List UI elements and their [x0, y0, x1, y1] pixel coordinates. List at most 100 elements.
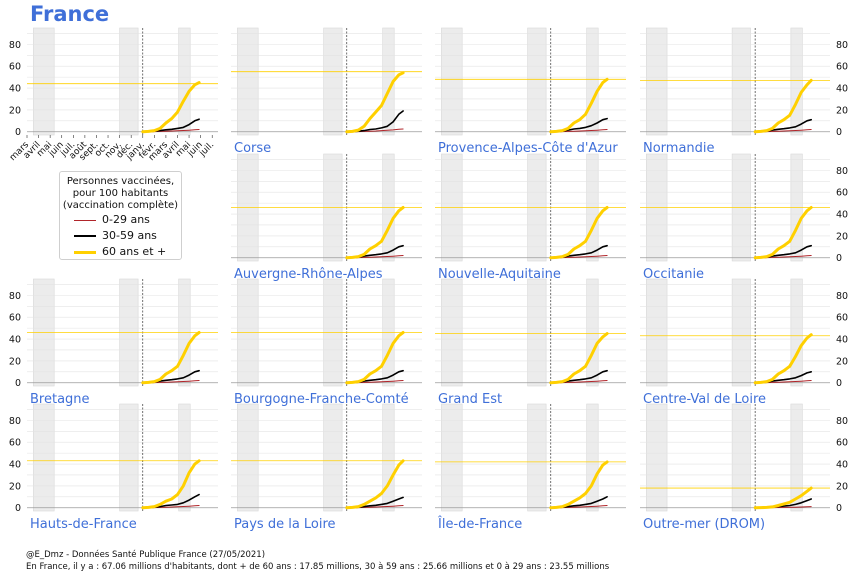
lockdown-band: [586, 27, 599, 136]
y-tick-label: 20: [9, 481, 21, 492]
region-label: Bourgogne-Franche-Comté: [234, 392, 409, 407]
legend-title: Personnes vaccinées, pour 100 habitants …: [60, 176, 181, 212]
region-label: Occitanie: [643, 267, 704, 282]
y-tick-label: 60: [9, 313, 21, 324]
legend-item-30-59: 30-59 ans: [60, 228, 181, 244]
y-tick-label: 60: [836, 313, 848, 324]
panel-5: Nouvelle-Aquitaine: [435, 153, 626, 282]
lockdown-band: [441, 278, 463, 387]
lockdown-band: [33, 403, 55, 512]
y-tick-label: 80: [836, 416, 848, 427]
lockdown-band: [790, 278, 803, 387]
lockdown-band: [441, 403, 463, 512]
legend-item-60-plus: 60 ans et +: [60, 244, 181, 260]
series-60-plus: [345, 459, 405, 510]
lockdown-band: [323, 27, 343, 136]
lockdown-band: [119, 27, 139, 136]
lockdown-band: [586, 278, 599, 387]
legend-line-60-plus: [74, 251, 96, 254]
series-60-plus: [141, 81, 201, 134]
lockdown-band: [441, 27, 463, 136]
y-tick-label: 80: [836, 40, 848, 51]
panel-14: 0 20 40 60 80 Outre-mer (DROM): [640, 403, 848, 532]
region-label: Provence-Alpes-Côte d'Azur: [438, 141, 618, 156]
region-label: Hauts-de-France: [30, 517, 137, 532]
panel-12: Pays de la Loire: [231, 403, 422, 532]
legend-title-line: (vaccination complète): [62, 200, 179, 211]
lockdown-band: [237, 403, 259, 512]
y-tick-label: 80: [9, 40, 21, 51]
lockdown-band: [178, 27, 191, 136]
y-tick-label: 20: [836, 481, 848, 492]
y-tick-label: 80: [9, 416, 21, 427]
panel-1: Corse: [231, 27, 422, 156]
region-label: Normandie: [643, 141, 715, 156]
series-60-plus: [549, 206, 609, 260]
region-label: Nouvelle-Aquitaine: [438, 267, 561, 282]
lockdown-band: [527, 278, 547, 387]
lockdown-band: [119, 403, 139, 512]
region-label: Grand Est: [438, 392, 502, 407]
y-tick-label: 0: [836, 253, 842, 264]
series-60-plus: [345, 71, 405, 134]
lockdown-band: [527, 403, 547, 512]
series-60-plus: [753, 206, 813, 260]
y-tick-label: 60: [836, 62, 848, 73]
region-label: Bretagne: [30, 392, 90, 407]
lockdown-band: [790, 403, 803, 512]
panel-7: 0 20 40 60 80 Bretagne: [9, 278, 218, 407]
lockdown-band: [790, 27, 803, 136]
y-tick-label: 80: [836, 291, 848, 302]
y-tick-label: 20: [9, 105, 21, 116]
y-tick-label: 20: [836, 105, 848, 116]
panel-2: Provence-Alpes-Côte d'Azur: [435, 27, 626, 156]
chart-legend: Personnes vaccinées, pour 100 habitants …: [59, 171, 182, 260]
legend-label: 0-29 ans: [102, 213, 150, 226]
region-label: Corse: [234, 141, 271, 156]
lockdown-band: [323, 403, 343, 512]
lockdown-band: [586, 403, 599, 512]
footer-credit: @E_Dmz - Données Santé Publique France (…: [26, 550, 266, 560]
series-60-plus: [345, 331, 405, 385]
panel-3: 0 20 40 60 80 Normandie: [640, 27, 848, 156]
y-tick-label: 60: [9, 62, 21, 73]
y-tick-label: 40: [836, 460, 848, 471]
y-tick-label: 20: [836, 231, 848, 242]
lockdown-band: [646, 278, 668, 387]
lockdown-band: [731, 403, 751, 512]
series-60-plus: [141, 459, 201, 510]
lockdown-band: [237, 27, 259, 136]
legend-title-line: Personnes vaccinées,: [66, 176, 175, 187]
lockdown-band: [646, 27, 668, 136]
y-tick-label: 0: [836, 378, 842, 389]
lockdown-band: [731, 278, 751, 387]
lockdown-band: [646, 403, 668, 512]
footer-population: En France, il y a : 67.06 millions d'hab…: [26, 562, 610, 572]
y-tick-label: 40: [9, 84, 21, 95]
y-tick-label: 20: [9, 356, 21, 367]
region-label: Outre-mer (DROM): [643, 517, 765, 532]
panel-13: Île-de-France: [435, 403, 626, 532]
lockdown-band: [33, 27, 55, 136]
lockdown-band: [178, 403, 191, 512]
panel-4: Auvergne-Rhône-Alpes: [231, 153, 422, 282]
series-60-plus: [753, 333, 813, 385]
legend-title-line: pour 100 habitants: [72, 188, 169, 199]
y-tick-label: 40: [836, 84, 848, 95]
panel-9: Grand Est: [435, 278, 626, 407]
y-tick-label: 80: [9, 291, 21, 302]
y-tick-label: 40: [9, 335, 21, 346]
y-tick-label: 40: [836, 335, 848, 346]
panel-10: 0 20 40 60 80 Centre-Val de Loire: [640, 278, 848, 407]
series-60-plus: [753, 486, 813, 510]
y-tick-label: 20: [836, 356, 848, 367]
page-title: France: [30, 2, 110, 26]
y-tick-label: 80: [836, 166, 848, 177]
legend-line-0-29: [74, 220, 96, 221]
lockdown-band: [731, 27, 751, 136]
legend-item-0-29: 0-29 ans: [60, 212, 181, 228]
lockdown-band: [527, 27, 547, 136]
legend-label: 30-59 ans: [102, 229, 157, 242]
panel-0: 020406080marsavrilmaijuinjuil.aoûtsept.o…: [8, 27, 218, 163]
